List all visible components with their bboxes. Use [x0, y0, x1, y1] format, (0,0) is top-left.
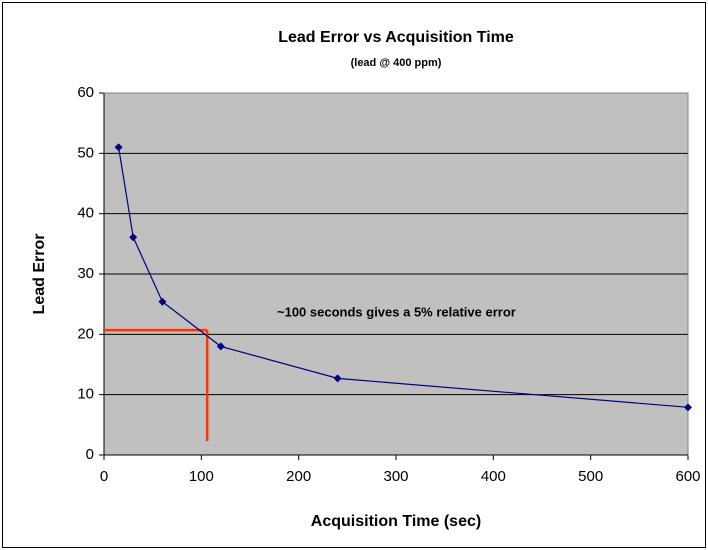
chart-title: Lead Error vs Acquisition Time: [278, 29, 514, 46]
y-tick-label: 20: [77, 325, 94, 342]
x-tick-label: 100: [189, 468, 214, 485]
y-axis-label: Lead Error: [31, 234, 48, 315]
y-tick-label: 30: [77, 265, 94, 282]
chart-subtitle: (lead @ 400 ppm): [351, 57, 442, 69]
data-point: [158, 297, 167, 306]
y-tick-label: 50: [77, 144, 94, 161]
x-tick-label: 300: [383, 468, 408, 485]
x-tick-label: 600: [675, 468, 700, 485]
x-tick-label: 400: [481, 468, 506, 485]
x-tick-label: 500: [578, 468, 603, 485]
annotation-text: ~100 seconds gives a 5% relative error: [277, 304, 516, 319]
x-tick-label: 200: [286, 468, 311, 485]
series-line: [118, 147, 689, 408]
data-point: [333, 374, 342, 383]
x-axis-label: Acquisition Time (sec): [311, 513, 481, 530]
y-tick-label: 10: [77, 386, 94, 403]
data-point: [129, 233, 138, 242]
y-tick-label: 0: [86, 446, 94, 463]
data-point: [684, 403, 692, 412]
x-tick-label: 0: [100, 468, 108, 485]
y-tick-label: 60: [77, 84, 94, 101]
data-point: [114, 143, 123, 152]
data-point: [216, 342, 225, 351]
y-tick-label: 40: [77, 205, 94, 222]
